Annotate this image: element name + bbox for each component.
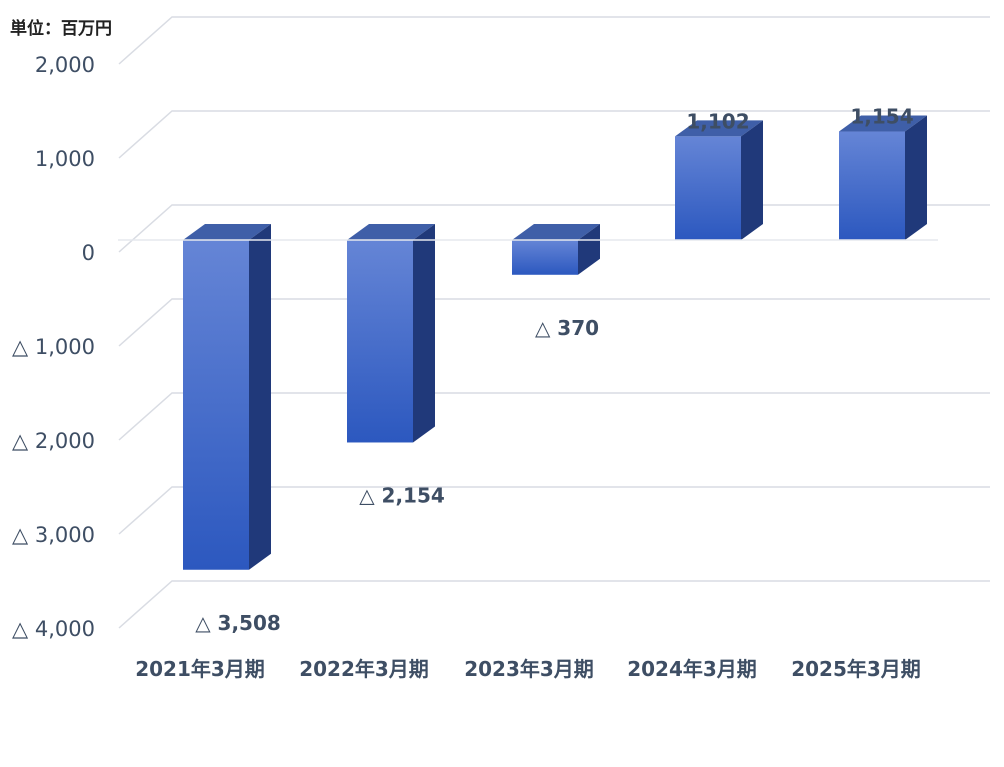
bar-front-face (183, 240, 249, 570)
y-tick-label: △ 4,000 (12, 617, 95, 641)
gridline (118, 580, 990, 629)
y-tick-label: 0 (82, 241, 95, 265)
bar-side-face (413, 224, 435, 443)
gridline (118, 16, 990, 65)
y-tick-label: 2,000 (35, 53, 95, 77)
data-label: 1,154 (850, 105, 913, 129)
bar-front-face (675, 136, 741, 240)
bar-front-face (512, 240, 578, 275)
data-label: △ 370 (535, 316, 599, 340)
x-tick-label: 2022年3月期 (299, 657, 429, 681)
x-tick-label: 2021年3月期 (135, 657, 265, 681)
bar (512, 224, 600, 275)
gridline (118, 392, 990, 441)
x-tick-label: 2023年3月期 (464, 657, 594, 681)
bar-top-face (347, 224, 435, 240)
bar-front-face (839, 131, 905, 240)
bar-top-face (512, 224, 600, 240)
bar-side-face (249, 224, 271, 570)
bar-top-face (183, 224, 271, 240)
y-tick-label: △ 1,000 (12, 335, 95, 359)
bars (118, 115, 938, 570)
y-tick-label: 1,000 (35, 147, 95, 171)
gridline (118, 110, 990, 159)
x-tick-label: 2025年3月期 (791, 657, 921, 681)
data-label: 1,102 (686, 109, 749, 133)
x-tick-label: 2024年3月期 (627, 657, 757, 681)
bar-side-face (905, 115, 927, 240)
bar (839, 115, 927, 240)
y-tick-label: △ 2,000 (12, 429, 95, 453)
bar-side-face (741, 120, 763, 240)
bar-top-face (675, 120, 763, 137)
data-label: △ 2,154 (359, 483, 445, 507)
bar-top-face (839, 115, 927, 132)
bar (347, 224, 435, 443)
bar-side-face (578, 224, 600, 275)
labels: 2,000 1,000 0 △ 1,000 △ 2,000 △ 3,000 △ 4,000 △… (12, 53, 921, 681)
gridline (118, 298, 990, 347)
unit-label: 単位：百万円 (10, 19, 112, 39)
y-tick-label: △ 3,000 (12, 523, 95, 547)
gridline (118, 486, 990, 535)
bar (183, 224, 271, 570)
bar-front-face (347, 240, 413, 443)
bar (675, 120, 763, 240)
data-label: △ 3,508 (195, 611, 281, 635)
